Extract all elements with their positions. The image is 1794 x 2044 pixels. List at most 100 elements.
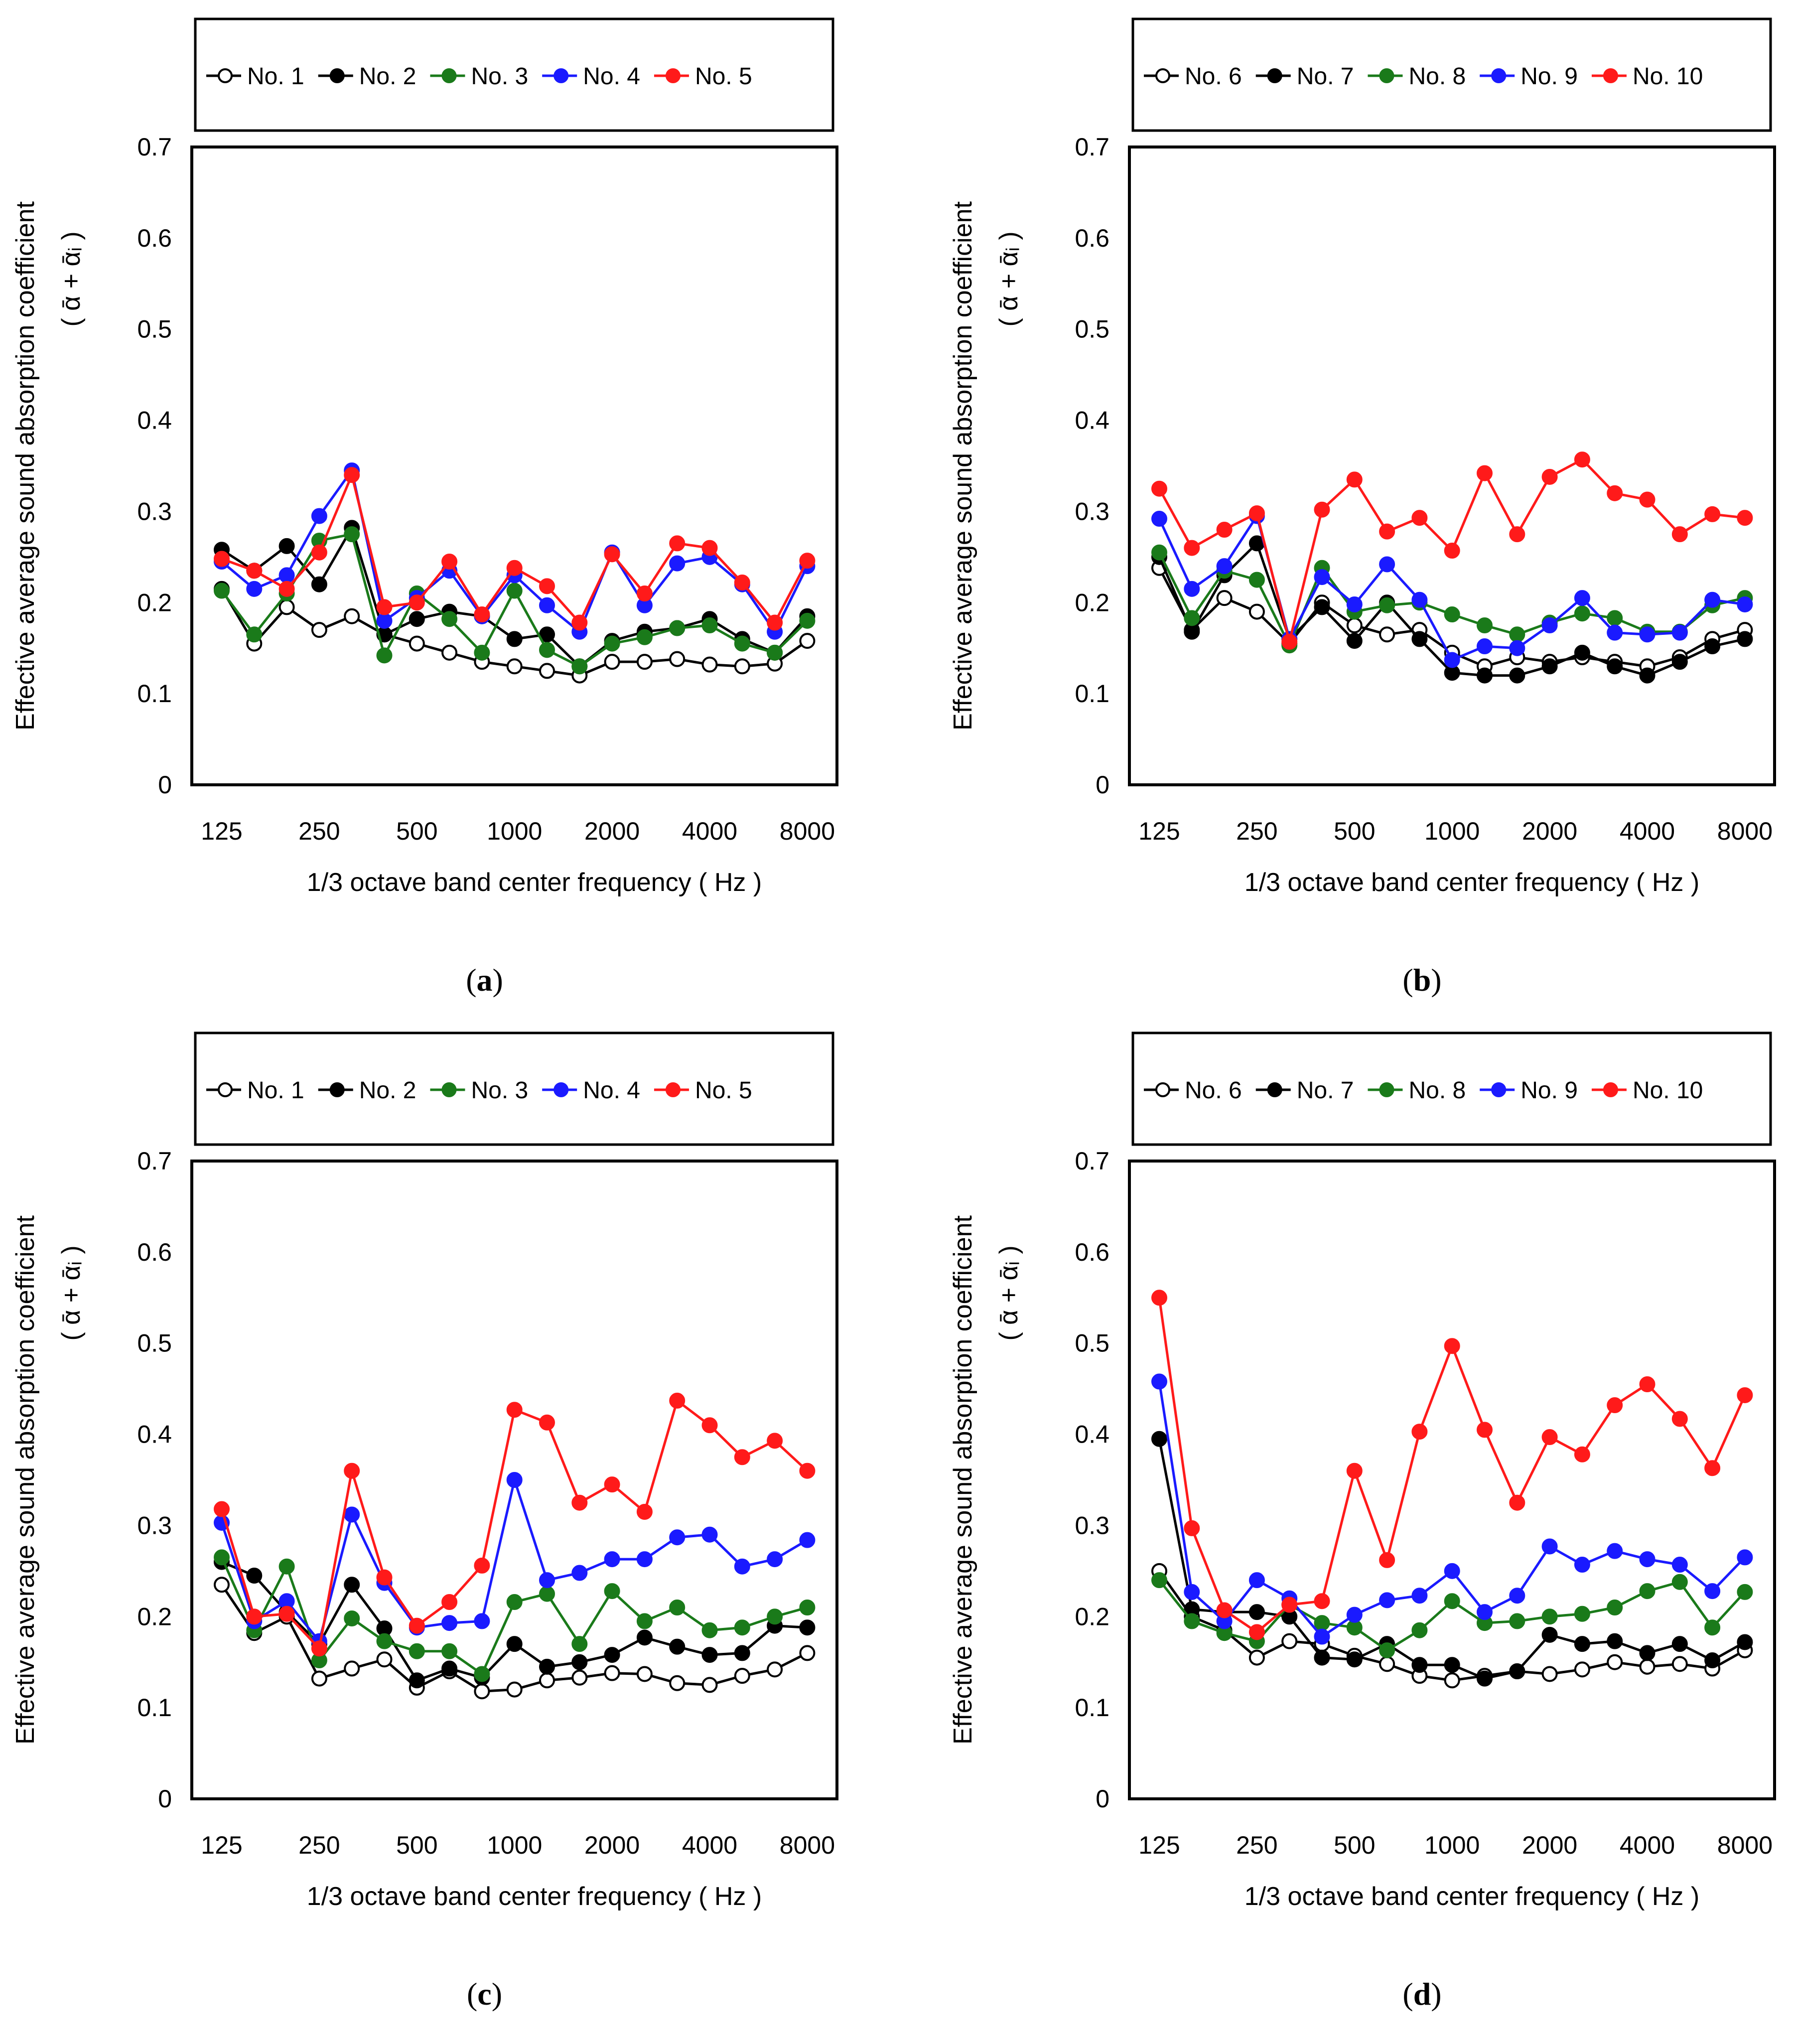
y-tick-label: 0.3: [1075, 1511, 1109, 1539]
data-point: [1541, 1429, 1558, 1446]
data-point: [799, 1645, 816, 1661]
data-point: [734, 1645, 750, 1661]
data-point: [1477, 465, 1493, 481]
data-point: [1184, 581, 1200, 597]
data-point: [1216, 558, 1233, 575]
data-point: [1444, 652, 1460, 668]
data-point: [409, 594, 425, 611]
legend-item-no-6: No. 6: [1144, 63, 1242, 90]
data-point: [441, 1660, 458, 1677]
data-point: [799, 1600, 816, 1615]
x-tick-label: 8000: [780, 817, 835, 845]
data-point: [474, 644, 490, 661]
legend-marker: [218, 1082, 233, 1097]
data-point: [311, 622, 327, 638]
y-tick-label: 0: [1096, 771, 1109, 799]
data-point: [1671, 654, 1688, 670]
data-point: [506, 1472, 523, 1488]
legend-item-no-9: No. 9: [1480, 1077, 1578, 1104]
y-tick-label: 0.4: [137, 1421, 172, 1449]
y-tick-label: 0.3: [137, 1511, 172, 1539]
y-tick-label: 0.5: [137, 1329, 172, 1357]
data-point: [1411, 1622, 1428, 1638]
data-point: [701, 1526, 718, 1543]
data-point: [1704, 1583, 1721, 1600]
data-point: [1248, 1624, 1265, 1640]
data-point: [669, 555, 686, 572]
data-point: [1607, 1633, 1623, 1649]
data-point: [734, 1619, 750, 1636]
legend-item-no-7: No. 7: [1255, 63, 1354, 90]
data-point: [1574, 644, 1590, 661]
data-point: [1737, 631, 1753, 647]
data-point: [1639, 1658, 1656, 1675]
data-point: [246, 581, 263, 597]
data-point: [799, 612, 816, 629]
data-point: [1151, 1431, 1167, 1447]
data-point: [734, 1668, 750, 1684]
y-tick-label: 0.7: [137, 133, 172, 161]
data-point: [344, 1660, 360, 1677]
data-point: [1184, 1613, 1200, 1629]
data-point: [539, 1586, 555, 1602]
plot-frame: [190, 1160, 838, 1800]
data-point: [1477, 1422, 1493, 1438]
series-line: [220, 1399, 809, 1650]
data-point: [344, 526, 360, 543]
data-point: [409, 635, 425, 652]
data-point: [344, 1506, 360, 1523]
data-point: [344, 1610, 360, 1626]
data-point: [1184, 540, 1200, 556]
data-point: [409, 1643, 425, 1659]
data-point: [1639, 667, 1656, 684]
data-point: [441, 1643, 458, 1659]
data-point: [1477, 638, 1493, 655]
plot-frame: [1128, 1160, 1776, 1800]
data-point: [1541, 1608, 1558, 1625]
x-tick-label: 125: [201, 817, 242, 845]
y-axis-subtitle: ( ᾱ + ᾱᵢ ): [994, 231, 1023, 326]
legend-label: No. 7: [1297, 1077, 1354, 1104]
legend-marker: [1267, 68, 1282, 83]
y-tick-label: 0.7: [1075, 1147, 1109, 1175]
data-point: [474, 1666, 490, 1682]
legend-item-no-5: No. 5: [654, 1077, 752, 1104]
series-no-1: [214, 581, 816, 684]
data-point: [1704, 638, 1721, 655]
series-no-4: [214, 1472, 816, 1649]
data-point: [409, 1617, 425, 1634]
data-point: [474, 606, 490, 623]
data-point: [506, 631, 523, 647]
data-point: [1379, 556, 1395, 573]
legend-marker: [1379, 68, 1394, 83]
data-point: [1184, 1520, 1200, 1536]
series-no-9: [1151, 1373, 1753, 1645]
data-point: [636, 1629, 653, 1646]
data-point: [214, 551, 230, 567]
legend-label: No. 1: [247, 1077, 304, 1104]
panel-label: (a): [466, 962, 503, 998]
data-point: [1379, 1552, 1395, 1568]
data-point: [344, 467, 360, 483]
data-point: [1216, 522, 1233, 538]
y-tick-label: 0.1: [137, 680, 172, 708]
data-point: [604, 546, 620, 563]
data-point: [1541, 1626, 1558, 1643]
data-point: [1151, 480, 1167, 497]
legend-item-no-4: No. 4: [542, 1077, 640, 1104]
data-point: [669, 1392, 686, 1409]
data-point: [1607, 1397, 1623, 1414]
x-tick-label: 250: [298, 817, 340, 845]
data-point: [571, 1565, 588, 1581]
data-point: [1639, 1551, 1656, 1568]
legend-item-no-2: No. 2: [318, 1077, 416, 1104]
data-point: [1151, 1572, 1167, 1589]
y-axis-subtitle: ( ᾱ + ᾱᵢ ): [994, 1245, 1023, 1340]
y-tick-label: 0.1: [1075, 1694, 1109, 1722]
data-point: [1444, 1657, 1460, 1673]
data-point: [1509, 667, 1525, 684]
data-point: [376, 599, 393, 615]
data-point: [604, 1551, 620, 1568]
data-point: [701, 617, 718, 633]
data-point: [604, 654, 620, 670]
